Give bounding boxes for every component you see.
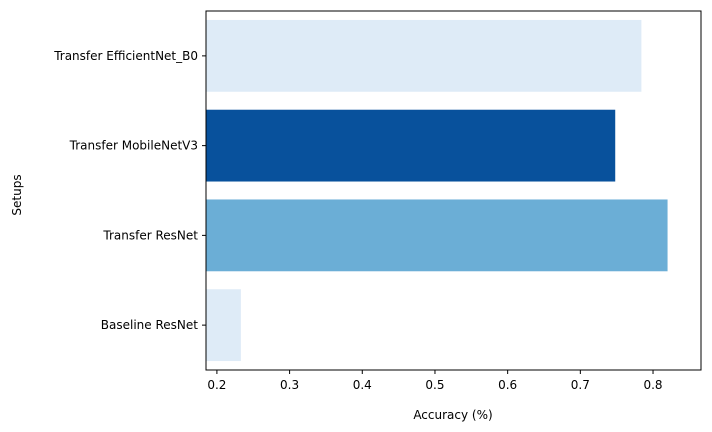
y-tick-label: Transfer MobileNetV3 [69,139,198,153]
bar-baseline-resnet [206,289,241,362]
y-tick-label: Transfer ResNet [102,228,198,242]
y-tick-label: Transfer EfficientNet_B0 [53,49,198,63]
bars-group [206,19,668,362]
x-axis-title: Accuracy (%) [413,408,492,422]
bar-transfer-resnet [206,199,668,272]
bar-transfer-efficientnet-b0 [206,19,642,92]
x-tick-label: 0.8 [643,378,662,392]
x-tick-label: 0.7 [571,378,590,392]
x-axis: 0.2 0.3 0.4 0.5 0.6 0.7 0.8 [207,370,663,392]
x-tick-label: 0.6 [498,378,517,392]
y-axis-title: Setups [10,174,24,215]
y-tick-label: Baseline ResNet [101,318,198,332]
bar-transfer-mobilenetv3 [206,109,616,182]
plot-frame [205,10,702,371]
y-axis: Baseline ResNet Transfer ResNet Transfer M… [53,49,206,332]
x-tick-label: 0.2 [207,378,226,392]
x-tick-label: 0.3 [280,378,299,392]
x-tick-label: 0.4 [353,378,372,392]
x-tick-label: 0.5 [425,378,444,392]
